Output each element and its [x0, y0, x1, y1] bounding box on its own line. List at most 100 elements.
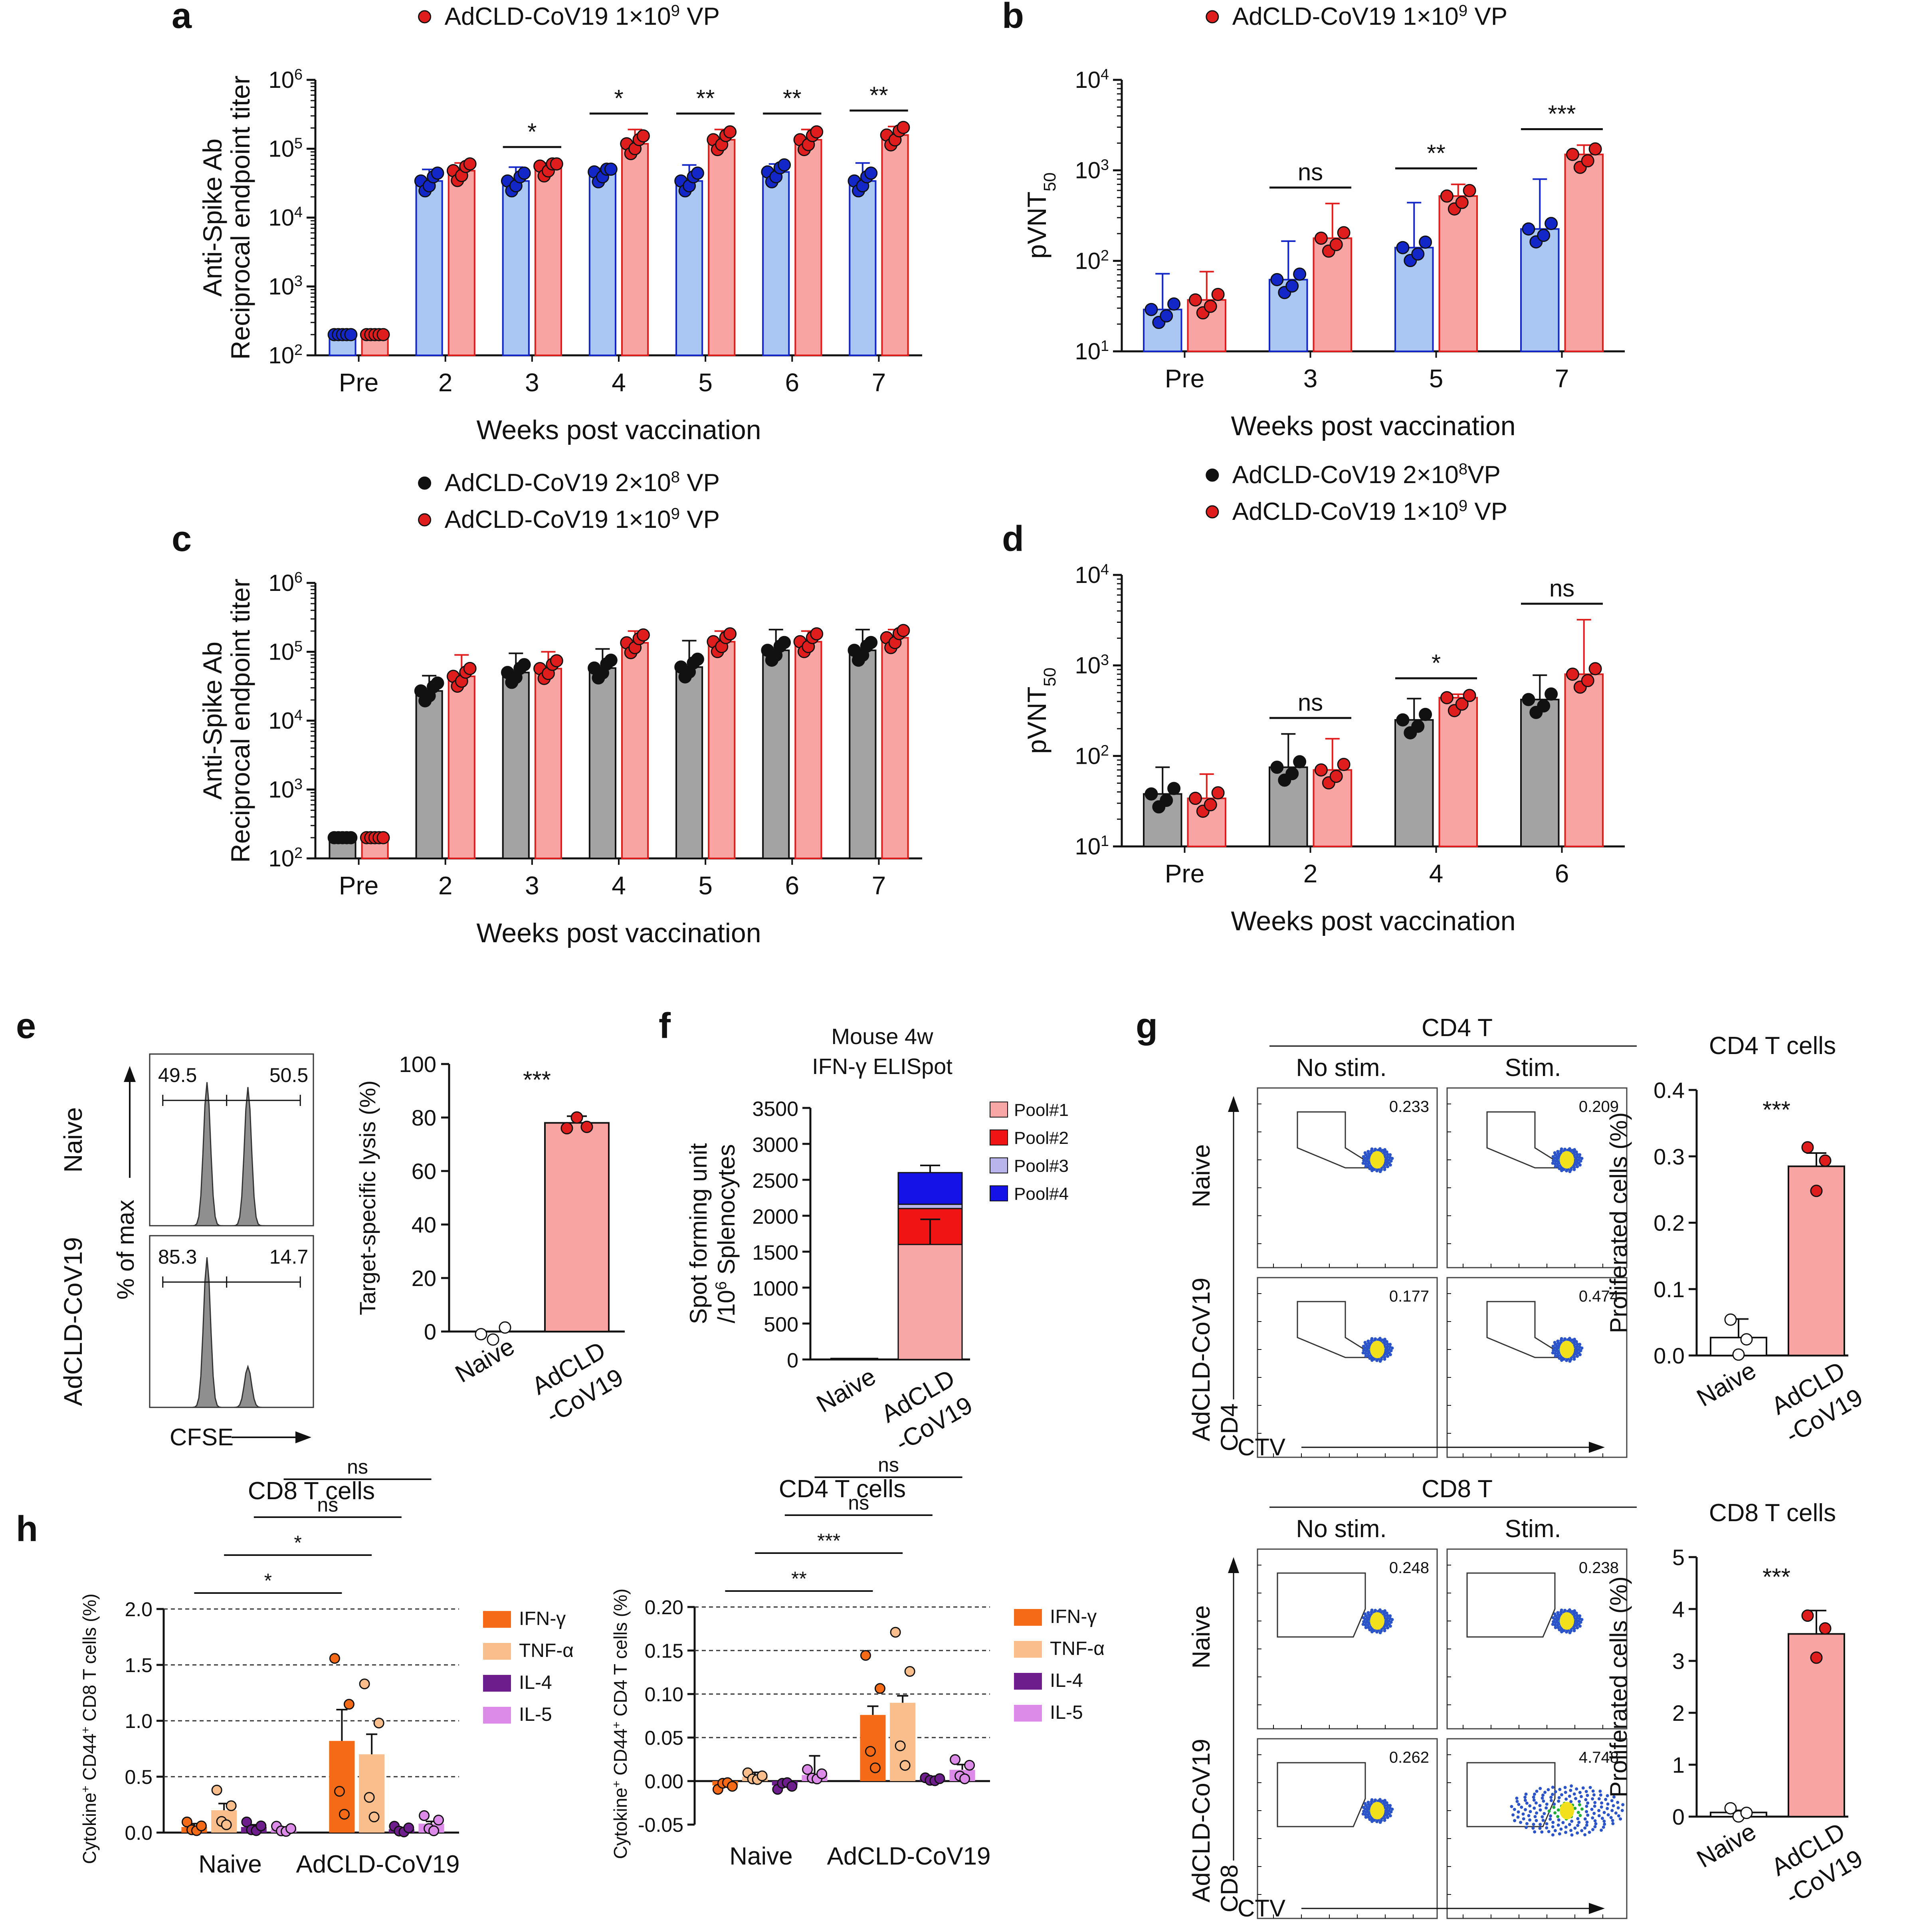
- legend-label: IL-5: [519, 1704, 552, 1725]
- gate-frequency: 0.248: [1389, 1559, 1429, 1577]
- data-point: [756, 1770, 768, 1781]
- event-dot: [1361, 1812, 1365, 1816]
- legend-label: IL-5: [1050, 1702, 1083, 1723]
- chart-title: CD4 T cells: [779, 1475, 906, 1503]
- event-dot: [1366, 1611, 1370, 1615]
- text-part: pVNT: [1022, 192, 1052, 259]
- event-dot: [1591, 1816, 1594, 1820]
- gate-value: 50.5: [269, 1064, 308, 1086]
- gate-frequency: 0.177: [1389, 1288, 1429, 1305]
- text-part: Cytokine: [610, 1787, 631, 1859]
- data-point: [580, 1120, 593, 1133]
- data-point: [517, 658, 531, 672]
- event-dot: [1390, 1807, 1394, 1811]
- data-point: [1810, 1651, 1823, 1664]
- x-tick-label: 4: [1429, 859, 1444, 888]
- text-part: 3: [294, 273, 303, 289]
- event-dot: [1592, 1793, 1596, 1797]
- event-dot: [1366, 1352, 1370, 1355]
- data-point: [1285, 279, 1299, 293]
- event-dot: [1560, 1147, 1563, 1151]
- data-point: [1329, 238, 1343, 252]
- event-dot: [1559, 1827, 1563, 1831]
- event-dot: [1370, 1359, 1374, 1362]
- event-dot: [1375, 1169, 1379, 1173]
- event-dot: [1572, 1357, 1576, 1361]
- event-dot: [1364, 1626, 1368, 1629]
- event-dot: [1573, 1807, 1577, 1810]
- event-dot: [1572, 1168, 1576, 1171]
- bar-gray: [502, 672, 530, 860]
- y-tick-label: 0.20: [645, 1596, 683, 1619]
- significance-label: **: [783, 85, 802, 111]
- data-point: [255, 1820, 267, 1831]
- event-dot: [1606, 1794, 1609, 1797]
- text-part: 5: [294, 135, 303, 152]
- data-point: [1724, 1802, 1737, 1815]
- text-part: 4: [1101, 561, 1109, 578]
- bar-red: [534, 668, 562, 859]
- event-dot: [1362, 1620, 1366, 1623]
- event-dot: [1586, 1793, 1589, 1797]
- event-dot: [1364, 1165, 1368, 1168]
- event-dot: [1558, 1356, 1561, 1360]
- event-dot: [1547, 1788, 1550, 1791]
- x-tick-label: Naive: [451, 1333, 519, 1388]
- y-tick-label: 104: [269, 204, 303, 231]
- data-point: [1740, 1807, 1753, 1819]
- bar-red: [534, 165, 562, 356]
- event-dot: [1583, 1826, 1587, 1830]
- event-dot: [1577, 1800, 1581, 1803]
- y-tick-label: 0.0: [125, 1822, 152, 1844]
- event-dot: [1383, 1799, 1387, 1802]
- event-dot: [1578, 1353, 1582, 1356]
- text-part: 6: [294, 569, 303, 586]
- gate-value: 49.5: [158, 1064, 197, 1086]
- data-point: [344, 328, 358, 341]
- y-tick-label: 104: [1075, 66, 1109, 93]
- event-dot: [1580, 1829, 1584, 1833]
- event-dot: [1386, 1626, 1390, 1630]
- event-dot: [1576, 1614, 1579, 1617]
- text-part: pVNT: [1022, 687, 1052, 754]
- event-dot: [1539, 1823, 1542, 1826]
- event-dot: [1362, 1345, 1365, 1348]
- event-dot: [1375, 1820, 1379, 1823]
- event-dot: [1593, 1825, 1597, 1829]
- y-tick-label: 106: [269, 66, 303, 93]
- data-point: [1588, 142, 1602, 156]
- data-point: [1329, 769, 1343, 783]
- y-axis-label: Proliferated cells (%): [1605, 1112, 1632, 1334]
- event-dot: [1583, 1817, 1587, 1821]
- flow-plot: 0.209: [1446, 1087, 1628, 1268]
- density-core: [1370, 1341, 1384, 1358]
- y-tick-label: 0.00: [645, 1770, 683, 1793]
- event-dot: [1619, 1817, 1622, 1821]
- chart-f: Mouse 4w IFN-γ ELISpot 0 500 1000 1500 2000 250…: [685, 1024, 1069, 1457]
- density-core: [1370, 1151, 1384, 1169]
- event-dot: [1386, 1355, 1390, 1358]
- event-dot: [1598, 1789, 1602, 1793]
- group-label: Naive: [198, 1851, 262, 1878]
- legend-label: AdCLD-CoV19 2×108 VP: [445, 468, 720, 497]
- text-part: 10: [1075, 834, 1101, 860]
- data-point: [1411, 719, 1425, 733]
- flow-plot-frame: [1257, 1548, 1438, 1730]
- x-tick-label: 6: [785, 871, 799, 900]
- arrow-head: [1228, 1096, 1239, 1112]
- event-dot: [1568, 1794, 1571, 1798]
- chart-g_cd4: CD4 T cells 0.0 0.1 0.2 0.3 0.4 Proliferated c…: [1605, 1032, 1867, 1449]
- event-dot: [1573, 1338, 1576, 1341]
- text-part: 10: [1075, 248, 1101, 274]
- event-dot: [1517, 1803, 1521, 1806]
- y-tick-label: 1: [1672, 1752, 1685, 1777]
- x-tick-label: 7: [872, 871, 886, 900]
- event-dot: [1597, 1809, 1601, 1812]
- data-point: [1545, 687, 1558, 701]
- data-point: [723, 125, 737, 139]
- legend-label: Pool#1: [1014, 1100, 1069, 1120]
- panel-letter-d: d: [1002, 519, 1024, 559]
- event-dot: [1374, 1337, 1377, 1341]
- event-dot: [1370, 1169, 1374, 1173]
